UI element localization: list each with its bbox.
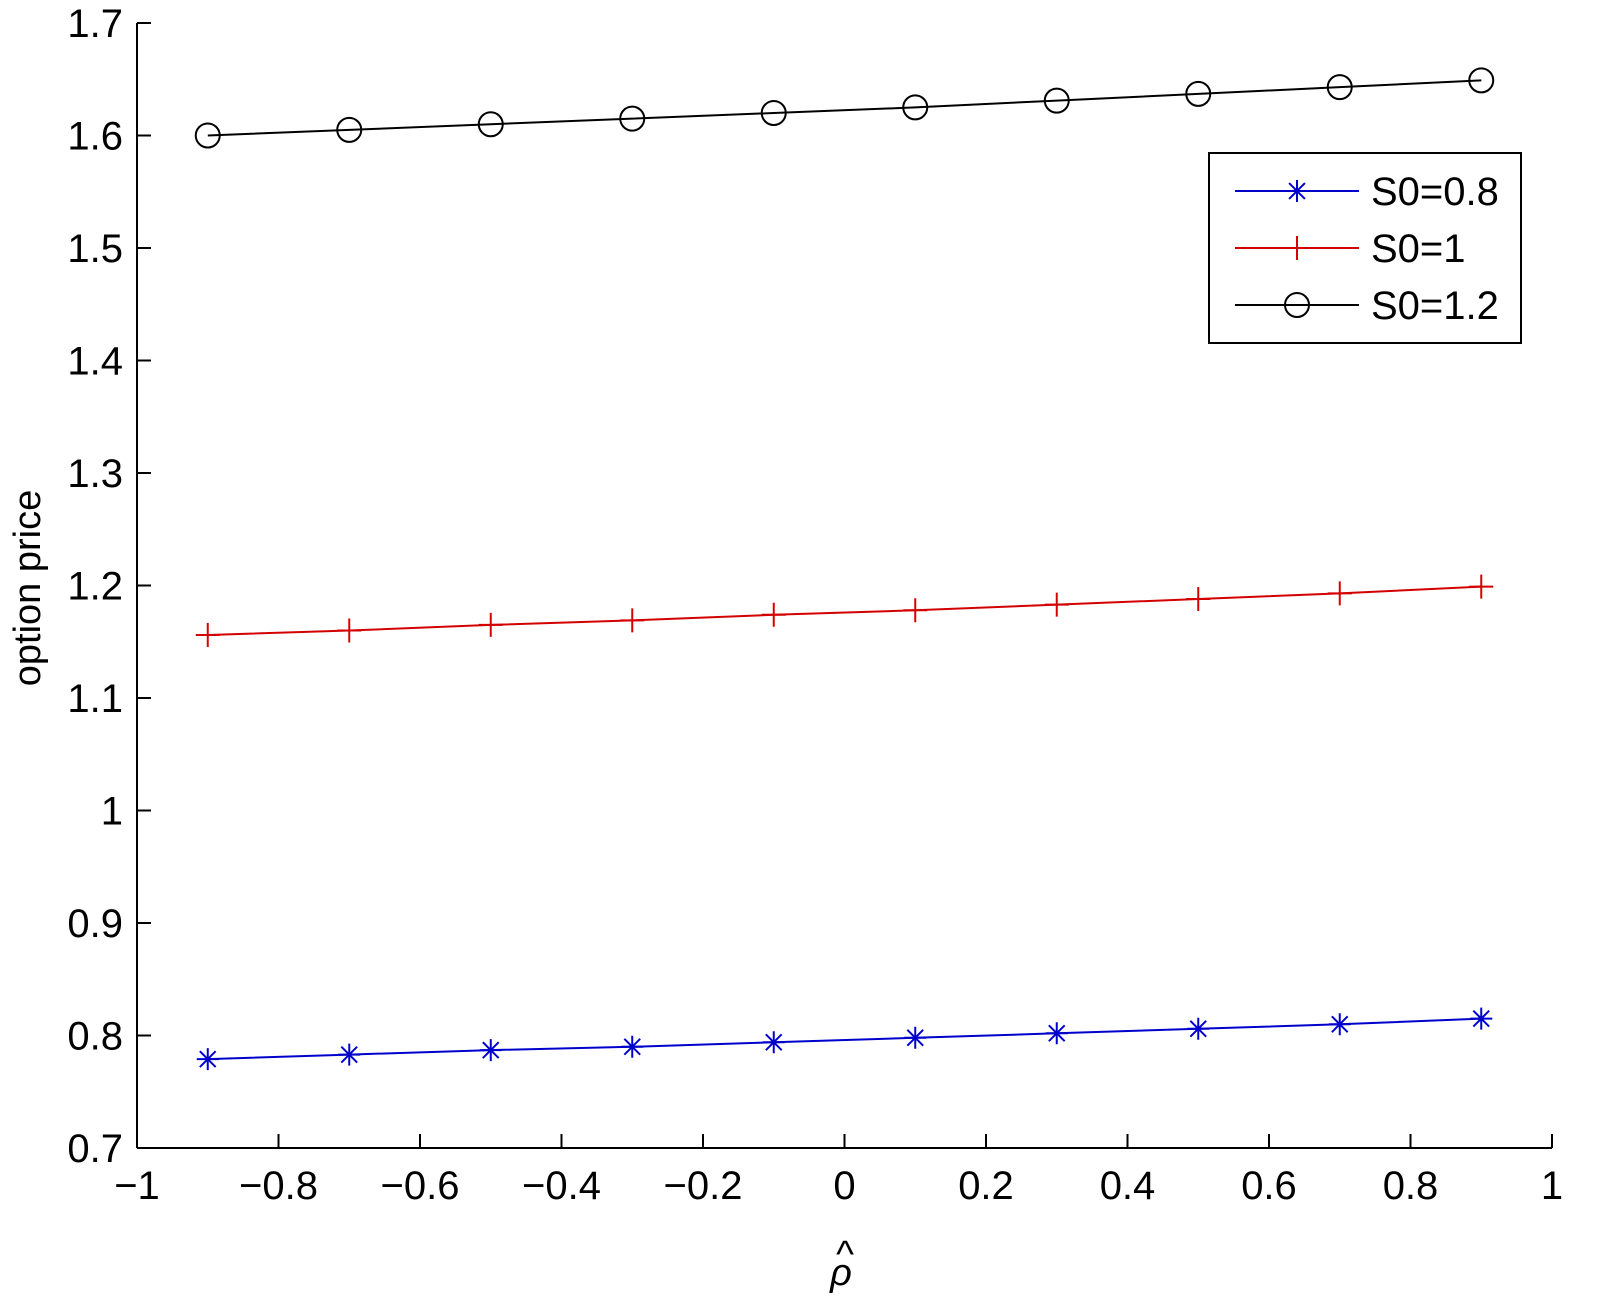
legend-label-3: S0=1.2 bbox=[1371, 284, 1499, 328]
y-tick-label: 0.7 bbox=[67, 1127, 123, 1171]
x-tick-label: −1 bbox=[114, 1164, 160, 1208]
x-axis-label-accent: ^ bbox=[836, 1234, 854, 1276]
y-tick-label: 0.8 bbox=[67, 1015, 123, 1059]
y-tick-label: 0.9 bbox=[67, 902, 123, 946]
x-tick-label: 0.4 bbox=[1100, 1164, 1156, 1208]
y-tick-label: 1.1 bbox=[67, 677, 123, 721]
x-tick-label: 0.2 bbox=[958, 1164, 1014, 1208]
y-tick-label: 1.4 bbox=[67, 340, 123, 384]
data-point-series-2 bbox=[478, 612, 503, 637]
x-tick-label: −0.8 bbox=[239, 1164, 318, 1208]
data-point-series-3 bbox=[760, 100, 787, 126]
marker-stroke bbox=[477, 111, 504, 138]
data-point-series-3 bbox=[902, 94, 929, 121]
legend: S0=0.8 S0=1 S0=1.2 bbox=[1208, 152, 1522, 344]
x-tick-label: 0 bbox=[833, 1164, 855, 1208]
marker-stroke bbox=[340, 1045, 358, 1064]
series-line-2 bbox=[207, 585, 1482, 636]
marker-stroke bbox=[619, 105, 646, 132]
y-tick-label: 1 bbox=[101, 790, 123, 834]
data-point-series-3 bbox=[619, 105, 646, 132]
marker-stroke bbox=[1043, 87, 1070, 114]
series-lines bbox=[207, 79, 1482, 1061]
data-point-series-3 bbox=[1043, 87, 1070, 114]
marker-stroke bbox=[1468, 67, 1495, 94]
data-point-series-1 bbox=[338, 1043, 361, 1066]
plot-axes: −1 −0.8 −0.6 −0.4 −0.2 0 0.2 0.4 0.6 0.8 1 0.7 0.8 0.… bbox=[67, 2, 1563, 1208]
marker-stroke bbox=[1472, 1009, 1490, 1028]
y-tick-label: 1.2 bbox=[67, 565, 123, 609]
data-point-series-3 bbox=[336, 116, 363, 143]
data-point-series-2 bbox=[337, 618, 362, 643]
data-point-series-1 bbox=[196, 1048, 219, 1071]
marker-stroke bbox=[902, 94, 929, 121]
x-tick-label: −0.2 bbox=[664, 1164, 743, 1208]
marker-stroke bbox=[1284, 292, 1310, 318]
data-point-series-2 bbox=[1469, 574, 1494, 599]
marker-stroke bbox=[765, 1033, 783, 1051]
data-point-series-3 bbox=[1468, 67, 1495, 94]
y-tick-label: 1.7 bbox=[67, 2, 123, 46]
marker-stroke bbox=[1326, 74, 1353, 101]
marker-stroke bbox=[336, 116, 363, 143]
marker-stroke bbox=[1189, 1020, 1207, 1038]
data-point-series-1 bbox=[621, 1035, 644, 1058]
data-point-series-2 bbox=[903, 598, 928, 623]
data-point-series-2 bbox=[761, 602, 786, 627]
series-markers bbox=[194, 67, 1495, 1071]
marker-stroke bbox=[1048, 1024, 1066, 1042]
data-point-series-1 bbox=[479, 1039, 502, 1062]
y-axis-label: option price bbox=[7, 490, 49, 686]
marker-stroke bbox=[760, 100, 787, 126]
marker-stroke bbox=[1185, 80, 1212, 107]
data-point-series-2 bbox=[1327, 581, 1352, 606]
x-tick-label: 0.6 bbox=[1241, 1164, 1297, 1208]
series-line-1 bbox=[207, 1017, 1482, 1061]
data-point-series-1 bbox=[1187, 1017, 1210, 1040]
marker-stroke bbox=[906, 1029, 924, 1047]
data-point-series-2 bbox=[1044, 592, 1069, 617]
data-point-series-1 bbox=[904, 1026, 927, 1049]
y-tick-label: 1.3 bbox=[67, 452, 123, 496]
x-axis-label: ^ ρ bbox=[829, 1234, 854, 1294]
marker-stroke bbox=[199, 1050, 217, 1068]
data-point-series-3 bbox=[1185, 80, 1212, 107]
data-point-series-1 bbox=[1470, 1007, 1493, 1030]
data-point-series-1 bbox=[1045, 1022, 1068, 1045]
legend-label-2: S0=1 bbox=[1371, 227, 1466, 271]
x-axis-label-symbol: ρ bbox=[829, 1252, 852, 1294]
marker-stroke bbox=[194, 122, 221, 149]
y-tick-label: 1.5 bbox=[67, 227, 123, 271]
legend-marker-3 bbox=[1284, 292, 1310, 318]
data-point-series-1 bbox=[762, 1031, 785, 1054]
data-point-series-2 bbox=[195, 623, 220, 647]
x-tick-label: −0.6 bbox=[381, 1164, 460, 1208]
marker-stroke bbox=[482, 1041, 500, 1059]
series-line-3 bbox=[207, 79, 1482, 137]
data-point-series-3 bbox=[194, 122, 221, 149]
data-point-series-2 bbox=[620, 608, 645, 633]
data-point-series-3 bbox=[1326, 74, 1353, 101]
data-point-series-2 bbox=[1186, 587, 1211, 611]
legend-marker-2 bbox=[1285, 236, 1309, 260]
x-tick-label: −0.4 bbox=[522, 1164, 601, 1208]
data-point-series-3 bbox=[477, 111, 504, 138]
marker-stroke bbox=[1331, 1015, 1349, 1033]
marker-stroke bbox=[1288, 182, 1306, 200]
x-tick-label: 1 bbox=[1541, 1164, 1563, 1208]
data-point-series-1 bbox=[1328, 1013, 1351, 1036]
x-tick-label: 0.8 bbox=[1383, 1164, 1439, 1208]
marker-stroke bbox=[623, 1038, 641, 1056]
legend-label-1: S0=0.8 bbox=[1371, 170, 1499, 214]
legend-marker-1 bbox=[1286, 180, 1308, 202]
y-tick-label: 1.6 bbox=[67, 115, 123, 159]
